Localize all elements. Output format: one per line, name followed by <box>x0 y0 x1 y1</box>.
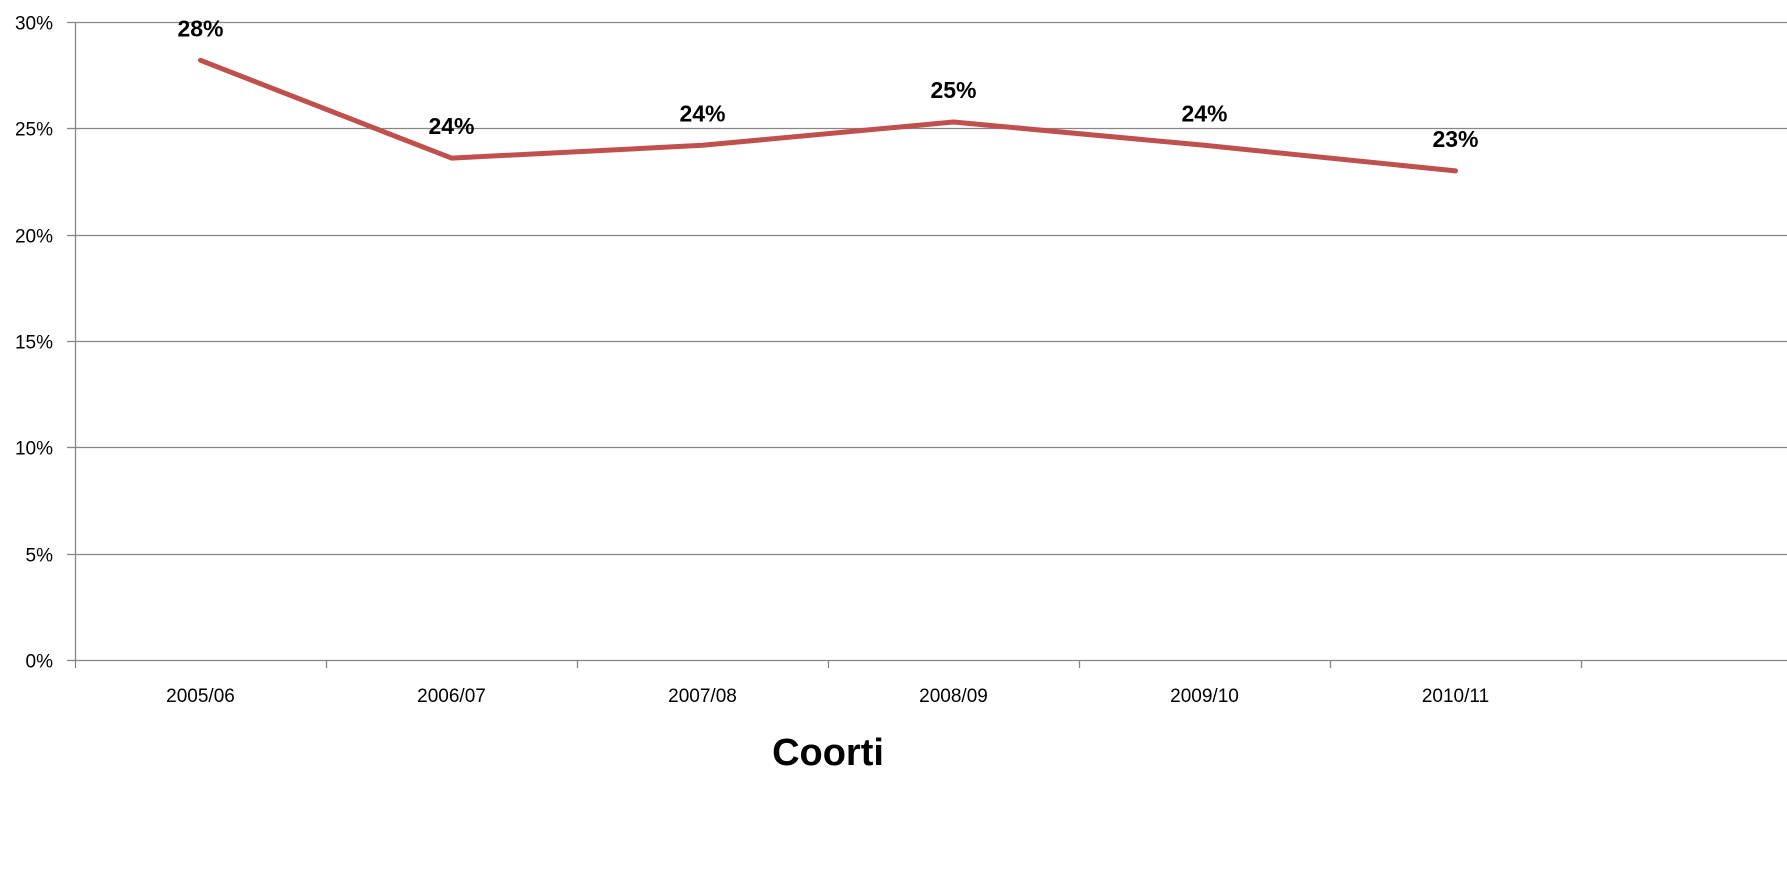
y-tick-label: 15% <box>15 333 53 354</box>
y-tick-label: 10% <box>15 439 53 460</box>
x-tick-label: 2010/11 <box>1422 686 1489 707</box>
x-tick-label: 2006/07 <box>417 686 486 707</box>
x-tick-label: 2007/08 <box>668 686 737 707</box>
y-tick-label: 0% <box>26 652 54 673</box>
x-tick-label: 2008/09 <box>919 686 988 707</box>
series-line <box>198 57 1458 174</box>
data-label: 24% <box>428 113 474 139</box>
data-label: 28% <box>177 15 223 41</box>
data-label: 25% <box>930 77 976 103</box>
data-labels: 28% 24% 24% 25% 24% 23% <box>177 15 1478 152</box>
data-label: 24% <box>679 100 725 126</box>
series <box>198 57 1458 174</box>
y-tick-label: 30% <box>15 14 53 35</box>
y-tick-labels: 0% 5% 10% 15% 20% 25% 30% <box>15 14 53 673</box>
y-tick-label: 5% <box>26 546 54 567</box>
y-tick-label: 20% <box>15 227 53 248</box>
x-tick-label: 2009/10 <box>1170 686 1239 707</box>
x-axis-title: Coorti <box>772 732 884 774</box>
x-tick-labels: 2005/06 2006/07 2007/08 2008/09 2009/10 2010/… <box>166 686 1489 707</box>
gridlines <box>75 21 1787 556</box>
y-tick-label: 25% <box>15 120 53 141</box>
x-tick-label: 2005/06 <box>166 686 235 707</box>
axes <box>67 21 1787 668</box>
data-label: 23% <box>1432 126 1478 152</box>
data-label: 24% <box>1181 100 1227 126</box>
